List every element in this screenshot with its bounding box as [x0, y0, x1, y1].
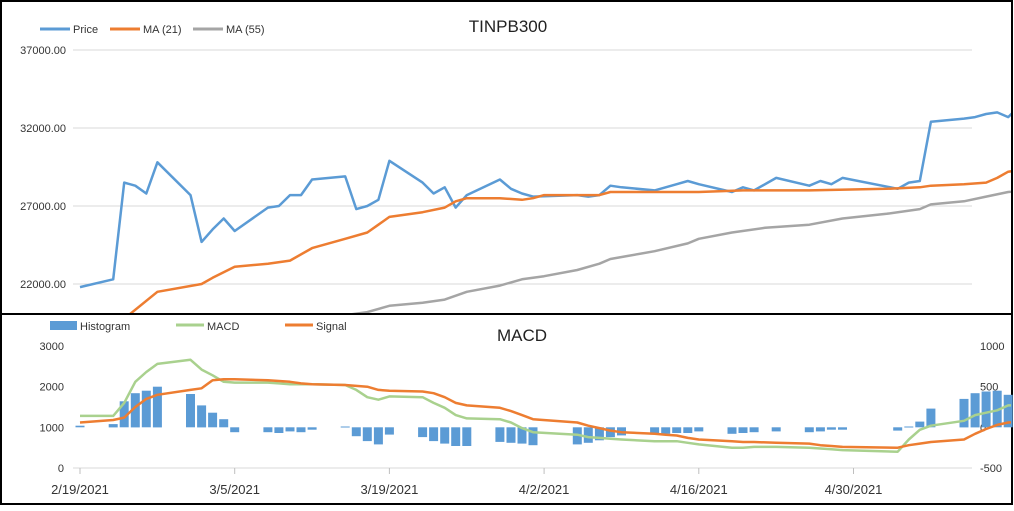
- histogram-bar: [341, 427, 350, 428]
- histogram-bar: [661, 427, 670, 434]
- price-y-tick-label: 37000.00: [20, 45, 66, 57]
- histogram-bar: [672, 427, 681, 433]
- legend-label-signal: Signal: [316, 321, 347, 333]
- macd-y2-tick-label: 1000: [980, 341, 1004, 353]
- histogram-bar: [838, 427, 847, 429]
- histogram-bar: [76, 426, 85, 428]
- histogram-bar: [219, 419, 228, 427]
- histogram-bar: [462, 427, 471, 446]
- histogram-bar: [418, 427, 427, 437]
- legend-swatch-histogram: [50, 321, 77, 330]
- legend-label-ma21: MA (21): [143, 24, 182, 36]
- histogram-bar: [507, 427, 516, 443]
- price-y-tick-label: 27000.00: [20, 201, 66, 213]
- histogram-bar: [683, 427, 692, 433]
- macd-x-tick-label: 4/2/2021: [519, 482, 570, 497]
- histogram-bar: [495, 427, 504, 442]
- macd-y-tick-label: 3000: [40, 341, 64, 353]
- histogram-bar: [816, 427, 825, 431]
- histogram-bar: [915, 422, 924, 428]
- legend-label-ma55: MA (55): [226, 24, 265, 36]
- price-y-tick-label: 32000.00: [20, 123, 66, 135]
- histogram-bar: [728, 427, 737, 434]
- histogram-bar: [440, 427, 449, 443]
- macd-x-tick-label: 2/19/2021: [51, 482, 109, 497]
- macd-y-tick-label: 0: [58, 463, 64, 475]
- histogram-bar: [904, 427, 913, 428]
- histogram-bar: [230, 427, 239, 432]
- legend-label-macd: MACD: [207, 321, 239, 333]
- histogram-bar: [363, 427, 372, 441]
- macd-x-tick-label: 4/30/2021: [825, 482, 883, 497]
- histogram-bar: [374, 427, 383, 444]
- histogram-bar: [197, 405, 206, 427]
- histogram-bar: [142, 391, 151, 428]
- price-legend: Price MA (21) MA (55): [40, 24, 265, 36]
- histogram-bar: [739, 427, 748, 433]
- histogram-bar: [263, 427, 272, 432]
- histogram-bar: [772, 427, 781, 431]
- histogram-bar: [308, 427, 317, 429]
- histogram-bar: [429, 427, 438, 441]
- histogram-bar: [750, 427, 759, 432]
- histogram-bar: [982, 392, 991, 428]
- histogram-bar: [153, 387, 162, 428]
- macd-y-tick-label: 2000: [40, 382, 64, 394]
- histogram-bar: [451, 427, 460, 446]
- histogram-bar: [109, 424, 118, 427]
- histogram-bar: [971, 393, 980, 427]
- macd-chart-title: MACD: [497, 326, 547, 345]
- price-chart-title: TINPB300: [469, 17, 547, 36]
- legend-label-price: Price: [73, 24, 98, 36]
- macd-y-tick-label: 1000: [40, 422, 64, 434]
- histogram-bar: [584, 427, 593, 443]
- histogram-bar: [805, 427, 814, 432]
- price-y-tick-label: 22000.00: [20, 279, 66, 291]
- histogram-bar: [893, 427, 902, 430]
- histogram-bar: [286, 427, 295, 431]
- histogram-bar: [297, 427, 306, 432]
- histogram-bar: [208, 413, 217, 428]
- macd-x-tick-label: 3/5/2021: [209, 482, 260, 497]
- histogram-bar: [960, 399, 969, 428]
- legend-label-histogram: Histogram: [80, 321, 130, 333]
- histogram-bar: [352, 427, 361, 436]
- histogram-bar: [186, 394, 195, 427]
- macd-x-tick-label: 3/19/2021: [360, 482, 418, 497]
- histogram-bar: [827, 427, 836, 429]
- histogram-bar: [694, 427, 703, 431]
- macd-x-tick-label: 4/16/2021: [670, 482, 728, 497]
- macd-y2-tick-label: -500: [980, 463, 1002, 475]
- histogram-bar: [385, 427, 394, 434]
- histogram-bar: [274, 427, 283, 433]
